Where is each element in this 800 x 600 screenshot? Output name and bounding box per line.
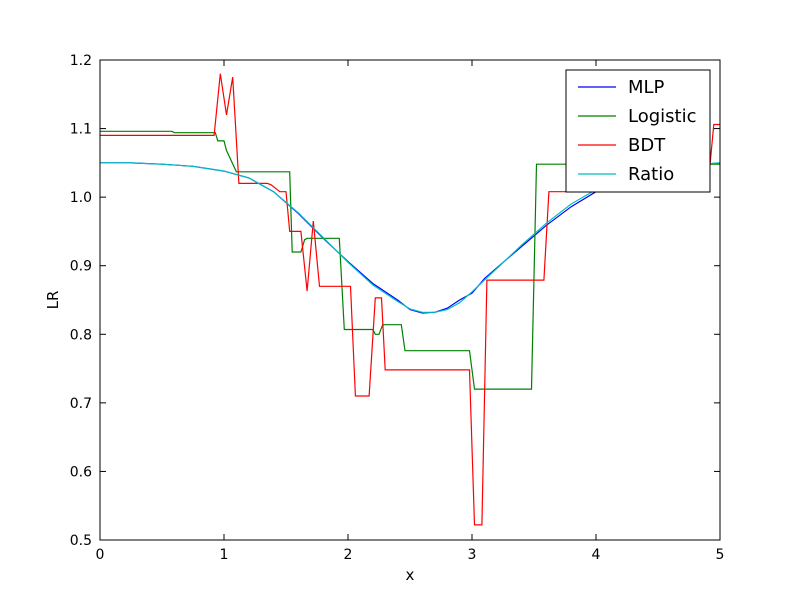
x-axis-title: x: [406, 566, 415, 584]
y-axis-title: LR: [44, 291, 62, 310]
y-tick-label: 1.1: [70, 122, 92, 138]
series-line-bdt: [100, 73, 720, 526]
x-tick-label: 1: [220, 547, 229, 563]
y-tick-label: 1.2: [70, 53, 92, 69]
y-tick-label: 0.9: [70, 259, 92, 275]
plot-frame: [99, 59, 721, 541]
legend-label-mlp: MLP: [628, 77, 665, 98]
series-line-logistic: [100, 130, 720, 390]
x-tick-label: 0: [96, 547, 105, 563]
y-tick-label: 1.0: [70, 190, 92, 206]
axis-ticks: 0 1 2 3 4 5 0.5 0.6 0.7 0.8 0.9 1.0 1.1 1.2: [70, 53, 725, 563]
legend-box: [565, 69, 711, 193]
legend-label-logistic: Logistic: [628, 106, 696, 127]
y-tick-label: 0.5: [70, 533, 92, 549]
legend-label-ratio: Ratio: [628, 164, 674, 185]
legend: MLP Logistic BDT Ratio: [565, 69, 711, 193]
x-tick-label: 3: [468, 547, 477, 563]
y-tick-label: 0.8: [70, 327, 92, 343]
legend-label-bdt: BDT: [628, 135, 666, 156]
x-tick-label: 2: [344, 547, 353, 563]
x-tick-label: 5: [716, 547, 725, 563]
x-tick-label: 4: [592, 547, 601, 563]
y-tick-label: 0.6: [70, 464, 92, 480]
y-tick-label: 0.7: [70, 396, 92, 412]
